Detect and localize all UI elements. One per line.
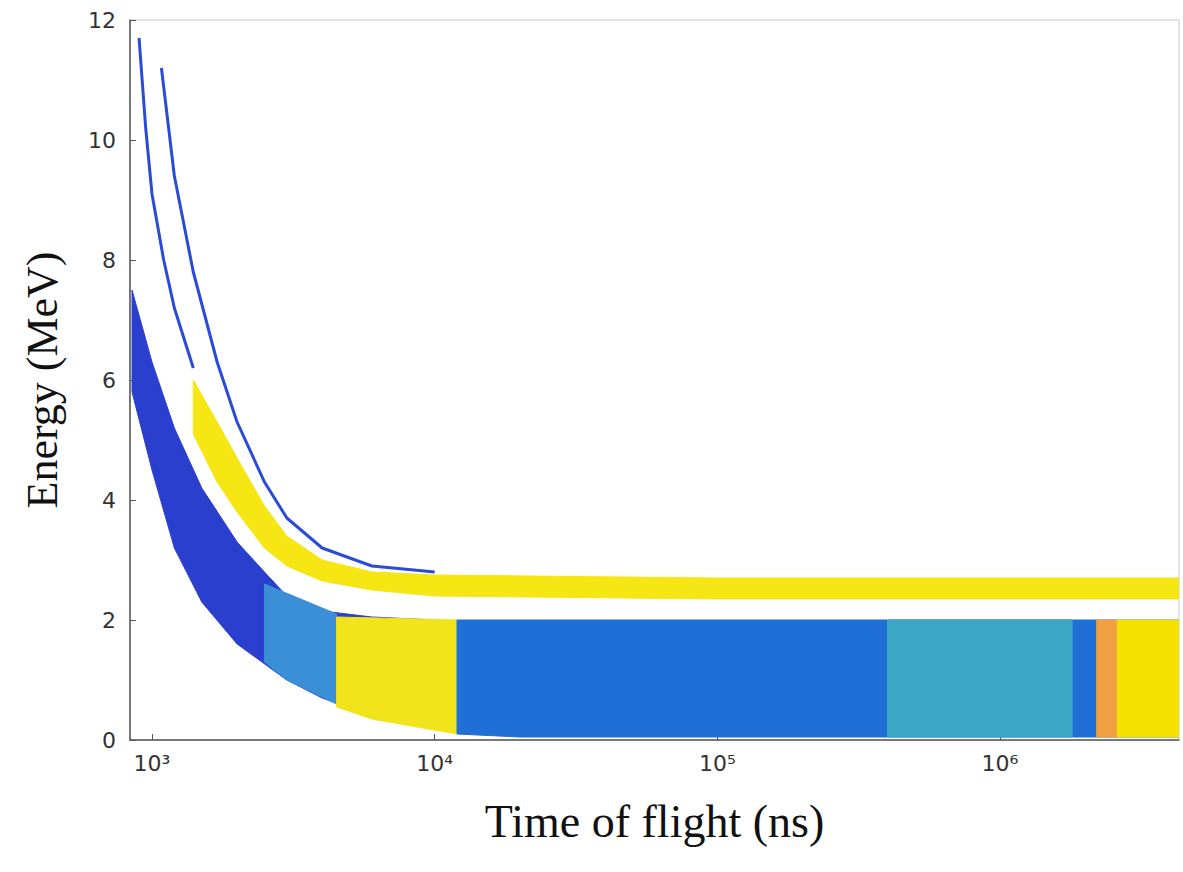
svg-text:10³: 10³ (134, 751, 171, 776)
svg-text:Energy (MeV): Energy (MeV) (18, 252, 67, 509)
svg-text:12: 12 (88, 8, 116, 33)
svg-text:10⁵: 10⁵ (699, 751, 736, 776)
svg-text:10⁶: 10⁶ (982, 751, 1019, 776)
svg-text:0: 0 (102, 728, 116, 753)
svg-text:2: 2 (102, 608, 116, 633)
svg-text:4: 4 (102, 488, 116, 513)
svg-text:Time of flight (ns): Time of flight (ns) (485, 796, 824, 847)
svg-text:10: 10 (88, 128, 116, 153)
svg-text:6: 6 (102, 368, 116, 393)
svg-text:10⁴: 10⁴ (416, 751, 453, 776)
svg-text:8: 8 (102, 248, 116, 273)
